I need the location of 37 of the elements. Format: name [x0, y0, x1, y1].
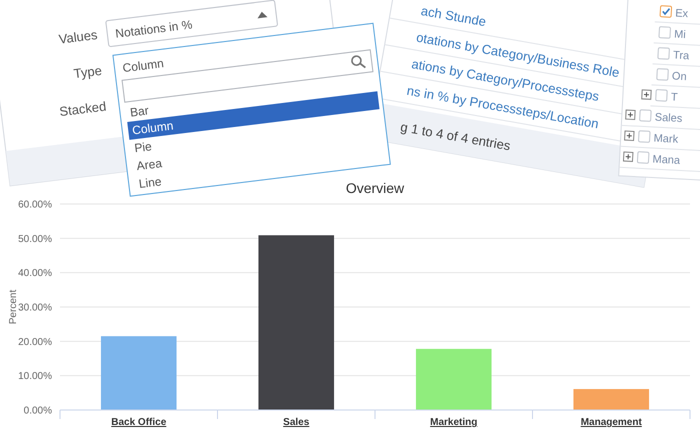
text: ach Stunde [420, 3, 488, 30]
text: Sales [654, 112, 684, 126]
x-tick-label: Marketing [430, 417, 478, 428]
bar [416, 348, 492, 410]
y-tick-label: 20.00% [18, 336, 52, 348]
bar [573, 389, 650, 410]
y-tick-label: 30.00% [18, 302, 52, 314]
bar [258, 235, 334, 410]
text: Mark [653, 132, 679, 146]
chart-title: Overview [346, 180, 406, 196]
text: Column [131, 118, 174, 138]
text: Stacked [58, 98, 108, 120]
x-tick-label: Management [580, 417, 642, 428]
text: Line [138, 174, 163, 192]
text: Ex [674, 8, 689, 20]
text: Values [58, 27, 99, 47]
y-tick-label: 10.00% [18, 371, 52, 382]
text: Area [136, 156, 163, 174]
y-tick-label: 40.00% [18, 268, 52, 280]
y-tick-label: 0.00% [24, 406, 52, 416]
text: g 1 to 4 of 4 entries [399, 119, 512, 154]
text: Column [122, 56, 165, 76]
y-axis-title: Percent [8, 290, 19, 324]
text: Tra [672, 49, 690, 62]
y-tick-label: 60.00% [18, 200, 52, 210]
text: Mana [652, 154, 682, 167]
text: On [672, 70, 687, 84]
x-tick-label: Back Office [111, 417, 167, 428]
text: Bar [129, 103, 150, 120]
text: Type [72, 62, 103, 82]
bar [100, 336, 177, 410]
text: Pie [134, 139, 153, 156]
text: Mi [674, 28, 686, 42]
text: T [670, 91, 678, 104]
text: Notations in % [114, 17, 194, 41]
x-tick-label: Sales [283, 417, 310, 428]
y-tick-label: 50.00% [18, 234, 52, 245]
